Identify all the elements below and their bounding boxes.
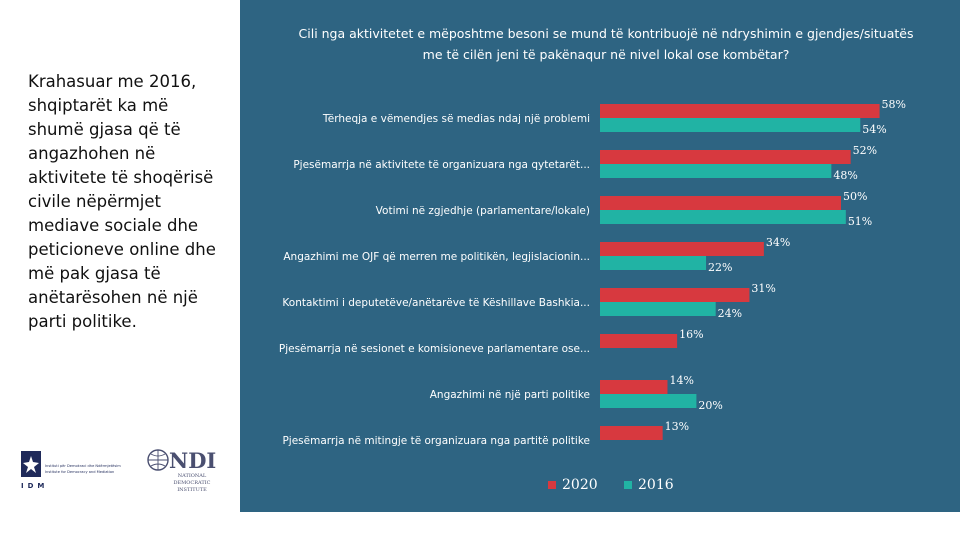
data-label-2020: 34% bbox=[766, 236, 790, 249]
category-label: Angazhimi në një parti politike bbox=[430, 389, 590, 401]
bar-2020 bbox=[600, 334, 678, 348]
ndi-logo: NDI NATIONAL DEMOCRATIC INSTITUTE bbox=[147, 448, 216, 493]
idm-line-1: Instituti për Demokraci dhe Ndërmjetësim bbox=[45, 464, 121, 468]
bar-2020 bbox=[600, 288, 750, 302]
bar-2020 bbox=[600, 196, 841, 210]
bar-2020 bbox=[600, 242, 764, 256]
legend-swatch-2016 bbox=[624, 481, 632, 489]
category-label: Pjesëmarrja në mitingje të organizuara n… bbox=[282, 435, 590, 447]
legend-label-2020: 2020 bbox=[562, 477, 598, 493]
bar-2016 bbox=[600, 302, 716, 316]
bar-2020 bbox=[600, 380, 668, 394]
category-label: Tërheqja e vëmendjes së medias ndaj një … bbox=[322, 113, 590, 125]
idm-logo-star-icon bbox=[23, 456, 39, 473]
data-label-2016: 54% bbox=[862, 123, 886, 136]
category-label: Kontaktimi i deputetëve/anëtarëve të Kës… bbox=[282, 297, 590, 309]
bar-2020 bbox=[600, 426, 663, 440]
data-label-2020: 13% bbox=[665, 420, 689, 433]
ndi-line-1: NATIONAL bbox=[178, 473, 207, 479]
data-label-2016: 20% bbox=[698, 399, 722, 412]
idm-line-2: Institute for Democracy and Mediation bbox=[45, 470, 114, 474]
data-label-2020: 14% bbox=[669, 374, 693, 387]
category-label: Pjesëmarrja në aktivitete të organizuara… bbox=[293, 159, 590, 171]
legend-swatch-2020 bbox=[548, 481, 556, 489]
bar-2016 bbox=[600, 164, 832, 178]
category-label: Votimi në zgjedhje (parlamentare/lokale) bbox=[376, 205, 590, 217]
bar-2020 bbox=[600, 104, 880, 118]
idm-logo: IDM Instituti për Demokraci dhe Ndërmjet… bbox=[21, 451, 121, 490]
category-label: Angazhimi me OJF që merren me politikën,… bbox=[283, 251, 590, 263]
legend-label-2016: 2016 bbox=[638, 477, 674, 493]
bar-2020 bbox=[600, 150, 851, 164]
data-label-2020: 31% bbox=[751, 282, 775, 295]
bar-2016 bbox=[600, 210, 846, 224]
idm-letters: IDM bbox=[21, 482, 48, 490]
ndi-line-3: INSTITUTE bbox=[177, 487, 207, 493]
data-label-2020: 58% bbox=[882, 98, 906, 111]
bar-2016 bbox=[600, 256, 707, 270]
ndi-globe-lines bbox=[148, 450, 168, 470]
data-label-2016: 51% bbox=[848, 215, 872, 228]
category-label: Pjesëmarrja në sesionet e komisioneve pa… bbox=[279, 343, 590, 355]
ndi-line-2: DEMOCRATIC bbox=[174, 480, 211, 486]
data-label-2020: 50% bbox=[843, 190, 867, 203]
bar-2016 bbox=[600, 118, 861, 132]
data-label-2020: 52% bbox=[853, 144, 877, 157]
chart-title: Cili nga aktivitetet e mëposhtme besoni … bbox=[298, 26, 914, 62]
data-label-2016: 24% bbox=[718, 307, 742, 320]
summary-text: Krahasuar me 2016, shqiptarët ka më shum… bbox=[28, 72, 216, 331]
ndi-letters: NDI bbox=[169, 448, 216, 473]
bar-2016 bbox=[600, 394, 697, 408]
data-label-2016: 22% bbox=[708, 261, 732, 274]
data-label-2020: 16% bbox=[679, 328, 703, 341]
data-label-2016: 48% bbox=[833, 169, 857, 182]
